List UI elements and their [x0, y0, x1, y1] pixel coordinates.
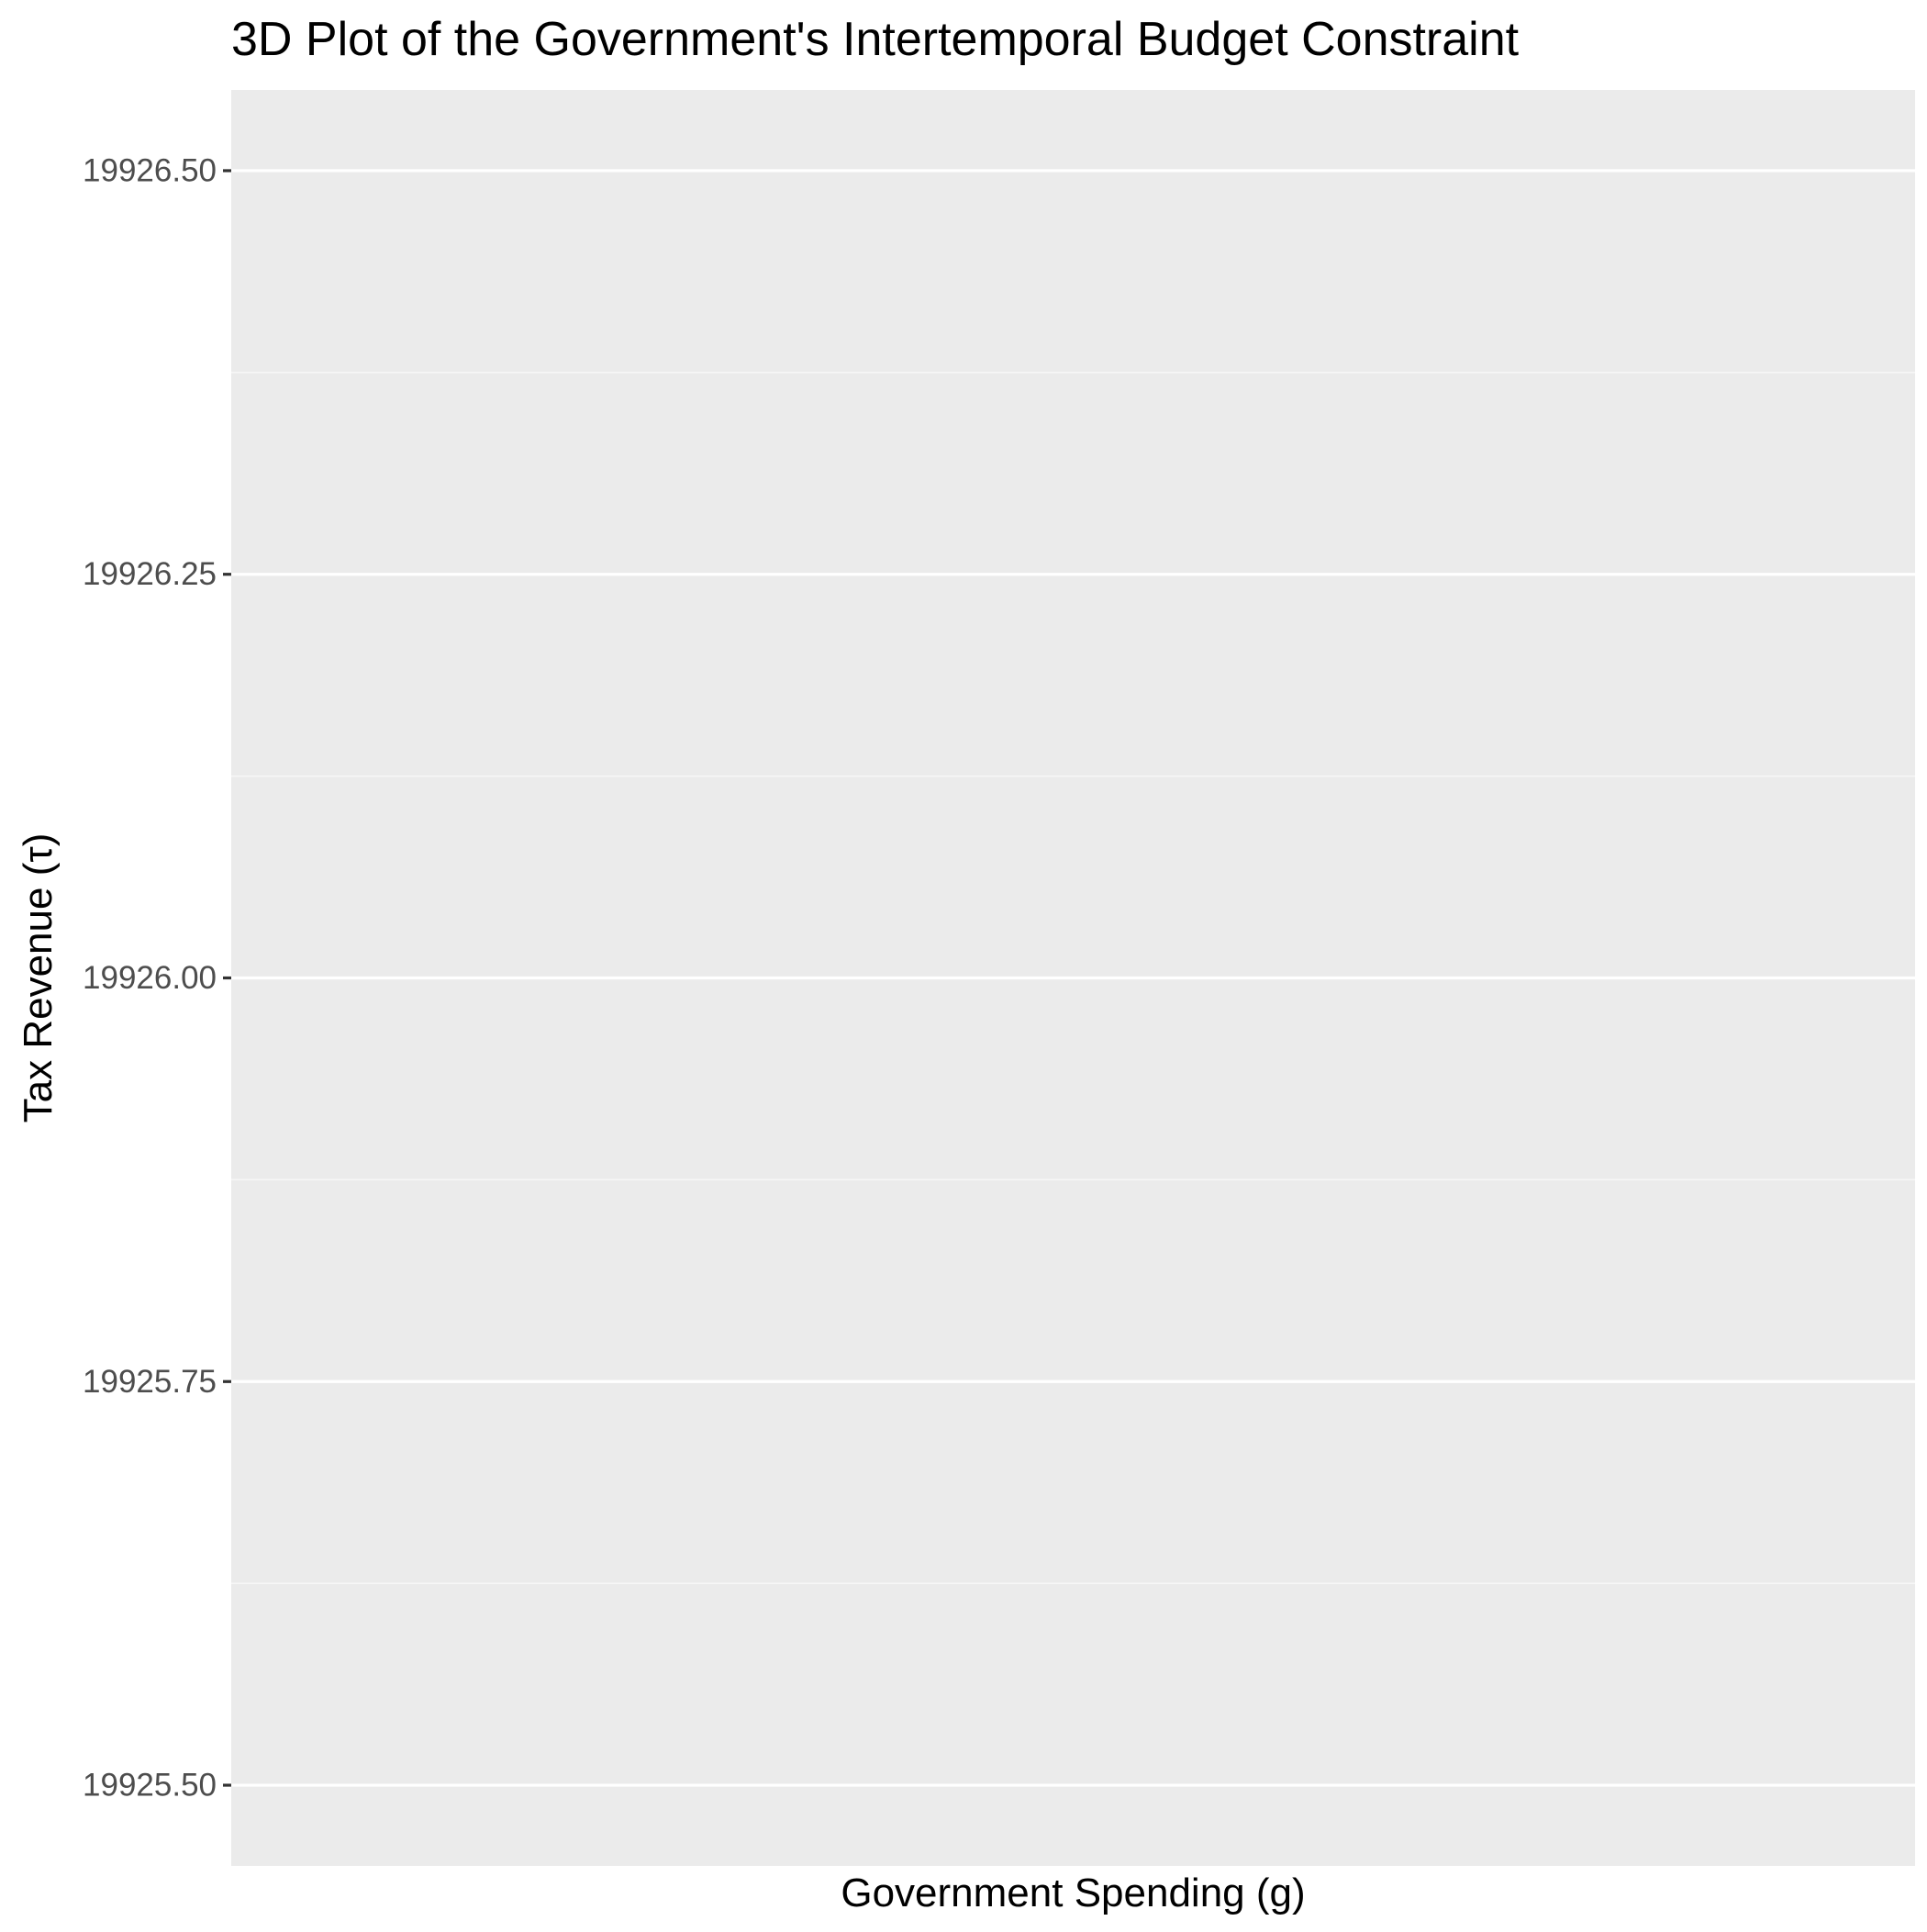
y-tick-label: 19925.50	[83, 1768, 217, 1804]
y-tick-label: 19926.50	[83, 152, 217, 188]
minor-gridlines	[231, 372, 1915, 1584]
y-tick-label: 19926.00	[83, 960, 217, 996]
y-tick-label: 19925.75	[83, 1364, 217, 1400]
y-axis-label: Tax Revenue (τ)	[16, 833, 61, 1123]
x-axis-label: Government Spending (g)	[841, 1871, 1305, 1915]
y-tick-label: 19926.25	[83, 556, 217, 592]
y-axis: 19925.50 19925.75 19926.00 19926.25 19926.50	[83, 152, 231, 1804]
chart-title: 3D Plot of the Government's Intertempora…	[231, 13, 1520, 66]
major-gridlines	[231, 169, 1915, 1787]
